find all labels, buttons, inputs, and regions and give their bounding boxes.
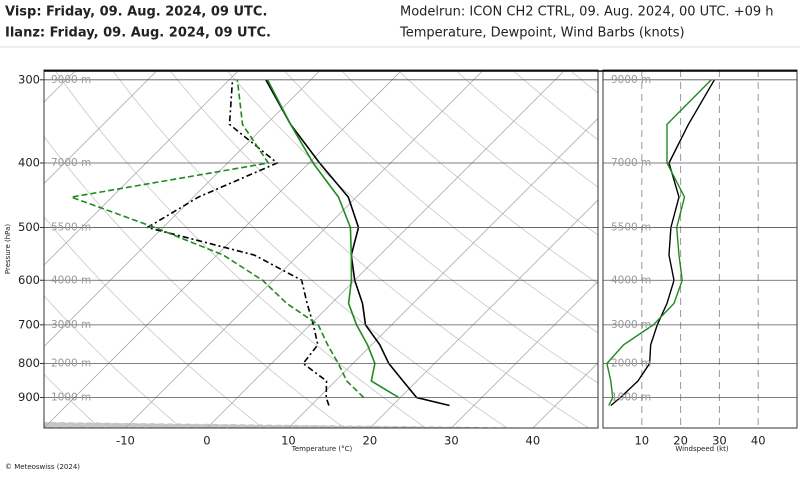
plot-frame xyxy=(43,69,599,429)
isotherm xyxy=(44,70,158,185)
x-tick-label: 0 xyxy=(203,434,210,448)
x-tick-label: 30 xyxy=(444,434,459,448)
x-tick-label: 40 xyxy=(526,434,541,448)
height-label: 4000 m xyxy=(611,274,651,286)
x-tick-label: 10 xyxy=(281,434,296,448)
dry-adiabat xyxy=(168,70,589,428)
chart-title: Modelrun: ICON CH2 CTRL, 09. Aug. 2024, … xyxy=(400,5,774,20)
plot-frame xyxy=(602,69,798,429)
dry-adiabat xyxy=(44,373,101,428)
x-tick-label: 40 xyxy=(751,434,766,448)
data-line xyxy=(265,79,450,407)
isotherm xyxy=(206,70,566,428)
isotherm xyxy=(44,70,321,348)
height-label: 5500 m xyxy=(51,222,91,234)
dry-adiabat xyxy=(54,70,426,428)
dry-adiabat xyxy=(111,70,508,428)
legend-entry: Visp: Friday, 09. Aug. 2024, 09 UTC. xyxy=(5,5,267,20)
dry-adiabat xyxy=(226,70,598,384)
height-label: 1000 m xyxy=(611,392,651,404)
height-label: 2000 m xyxy=(611,357,651,369)
y-tick-label: 600 xyxy=(18,273,40,287)
isotherm xyxy=(125,70,484,428)
y-tick-label: 700 xyxy=(18,317,40,331)
isotherm xyxy=(288,117,598,428)
isotherm xyxy=(451,280,598,428)
height-label: 7000 m xyxy=(51,157,91,169)
isotherm xyxy=(44,70,240,266)
x-tick-label: 20 xyxy=(363,434,378,448)
source: © Meteoswiss (2024) xyxy=(5,463,80,471)
dry-adiabat xyxy=(44,216,263,428)
legend-entry: Ilanz: Friday, 09. Aug. 2024, 09 UTC. xyxy=(5,26,271,41)
dry-adiabat xyxy=(397,70,598,236)
y-tick-label: 900 xyxy=(18,390,40,404)
y-tick-label: 500 xyxy=(18,220,40,234)
height-label: 1000 m xyxy=(51,392,91,404)
axes: -10 0 10 20 30 40 300 400 500 600 700 800 900 9000 m 7… xyxy=(5,5,798,448)
x-tick-label: 30 xyxy=(712,434,727,448)
dry-adiabat xyxy=(340,70,598,285)
dry-adiabat xyxy=(44,135,345,428)
dry-adiabat xyxy=(454,70,598,188)
wind-plot xyxy=(606,70,759,428)
y-axis-label: Pressure (hPa) xyxy=(4,224,12,274)
y-tick-label: 400 xyxy=(18,156,40,170)
isotherm xyxy=(44,70,403,428)
isotherm xyxy=(532,362,598,428)
isotherm xyxy=(369,199,598,428)
height-label: 4000 m xyxy=(51,274,91,286)
height-label: 7000 m xyxy=(611,157,651,169)
data-line xyxy=(606,79,712,406)
height-label: 3000 m xyxy=(611,319,651,331)
x-axis-label: Temperature (°C) xyxy=(291,445,353,453)
y-tick-label: 800 xyxy=(18,356,40,370)
height-label: 9000 m xyxy=(611,74,651,86)
x-axis-label: Windspeed (kt) xyxy=(675,445,728,453)
height-label: 3000 m xyxy=(51,319,91,331)
dry-adiabat xyxy=(44,295,182,428)
x-tick-label: -10 xyxy=(116,434,135,448)
chart-subtitle: Temperature, Dewpoint, Wind Barbs (knots… xyxy=(399,26,685,41)
y-tick-label: 300 xyxy=(18,72,40,86)
dewpoint-line xyxy=(145,79,330,406)
height-label: 9000 m xyxy=(51,74,91,86)
height-label: 2000 m xyxy=(51,357,91,369)
height-label: 5500 m xyxy=(611,222,651,234)
x-tick-label: 10 xyxy=(634,434,649,448)
x-tick-label: 20 xyxy=(673,434,688,448)
